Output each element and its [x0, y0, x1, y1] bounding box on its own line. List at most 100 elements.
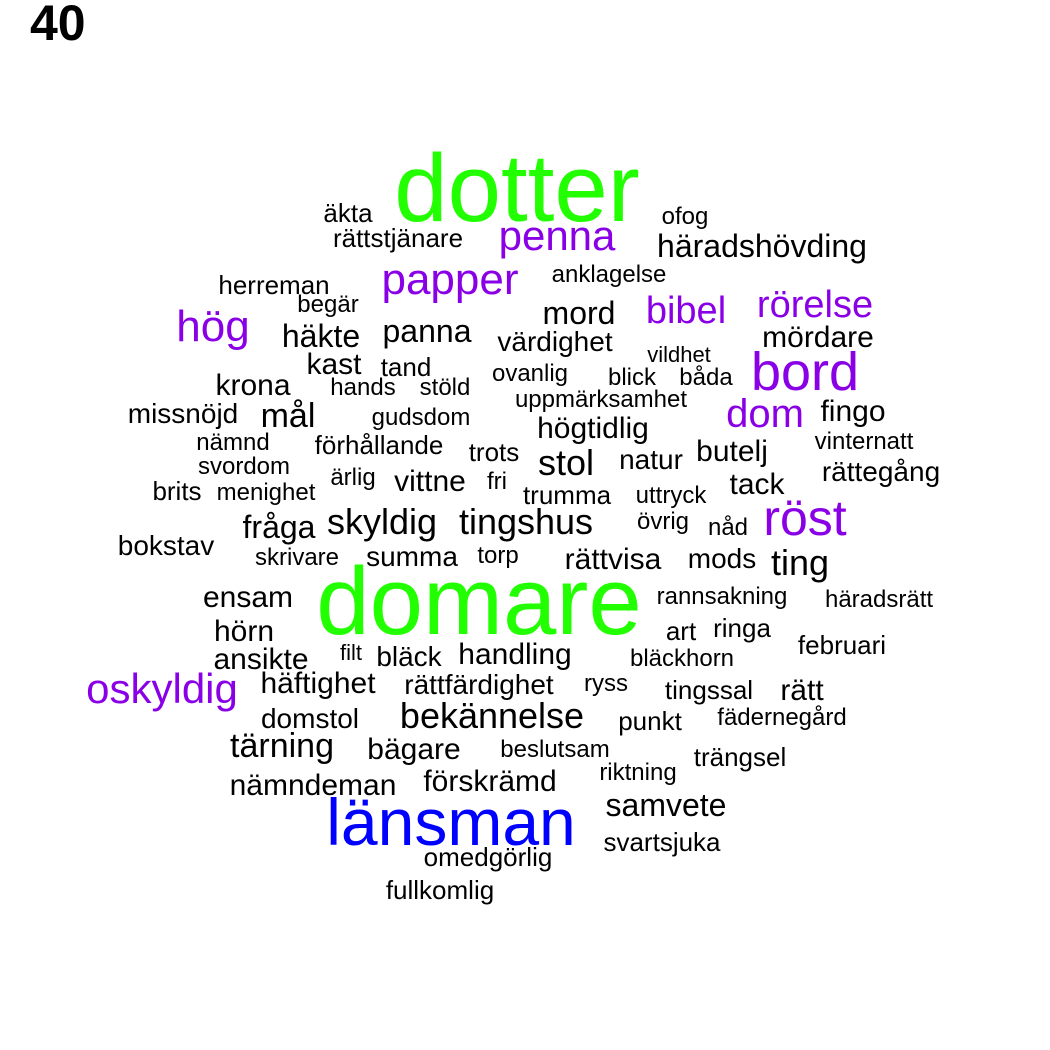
word-förskrämd: förskrämd — [423, 765, 557, 798]
word-mord: mord — [542, 295, 616, 331]
word-värdighet: värdighet — [497, 326, 613, 357]
word-bokstav: bokstav — [117, 530, 215, 561]
word-hög: hög — [176, 302, 250, 351]
word-uttryck: uttryck — [635, 482, 707, 509]
word-nämndeman: nämndeman — [229, 769, 397, 802]
word-mördare: mördare — [762, 321, 874, 354]
word-bekännelse: bekännelse — [399, 695, 585, 736]
word-gudsdom: gudsdom — [371, 404, 471, 431]
word-tingshus: tingshus — [458, 501, 594, 542]
word-missnöjd: missnöjd — [127, 398, 239, 429]
word-torp: torp — [477, 542, 519, 569]
word-fri: fri — [487, 468, 507, 495]
word-ansikte: ansikte — [213, 643, 309, 676]
word-penna: penna — [498, 212, 616, 259]
word-ärlig: ärlig — [330, 464, 376, 491]
word-blick: blick — [607, 364, 657, 391]
word-ensam: ensam — [202, 581, 294, 614]
word-hörn: hörn — [213, 615, 275, 648]
word-riktning: riktning — [599, 759, 677, 786]
word-panna: panna — [382, 313, 472, 349]
word-anklagelse: anklagelse — [551, 261, 667, 288]
word-tack: tack — [729, 468, 785, 501]
word-fullkomlig: fullkomlig — [385, 875, 495, 905]
word-ofog: ofog — [661, 203, 709, 230]
word-rättvisa: rättvisa — [564, 543, 662, 576]
word-bläck: bläck — [376, 641, 442, 672]
word-rättfärdighet: rättfärdighet — [404, 669, 554, 700]
word-tärning: tärning — [230, 727, 334, 765]
word-papper: papper — [381, 255, 519, 304]
word-häkte: häkte — [281, 318, 361, 354]
word-högtidlig: högtidlig — [537, 412, 649, 445]
word-domstol: domstol — [260, 703, 360, 734]
word-svartsjuka: svartsjuka — [603, 827, 721, 857]
word-rörelse: rörelse — [756, 284, 874, 326]
word-vildhet: vildhet — [647, 342, 711, 367]
word-uppmärksamhet: uppmärksamhet — [514, 386, 688, 413]
word-menighet: menighet — [216, 479, 316, 506]
word-domare: domare — [316, 548, 642, 655]
word-röst: röst — [763, 490, 847, 546]
word-samvete: samvete — [605, 787, 727, 823]
word-rättegång: rättegång — [821, 456, 941, 487]
word-rannsakning: rannsakning — [656, 583, 788, 610]
word-begär: begär — [297, 291, 359, 318]
word-dom: dom — [726, 392, 804, 436]
word-trots: trots — [468, 437, 520, 467]
word-summa: summa — [366, 541, 458, 572]
word-rättstjänare: rättstjänare — [332, 223, 464, 253]
word-tand: tand — [380, 352, 432, 382]
word-krona: krona — [215, 369, 291, 402]
word-bläckhorn: bläckhorn — [629, 645, 735, 672]
word-art: art — [665, 616, 697, 646]
word-natur: natur — [619, 444, 683, 475]
word-äkta: äkta — [323, 198, 373, 228]
word-februari: februari — [797, 630, 887, 660]
word-vittne: vittne — [394, 465, 466, 498]
word-häftighet: häftighet — [260, 667, 376, 700]
word-tingssal: tingssal — [664, 675, 754, 705]
word-skrivare: skrivare — [254, 544, 340, 571]
word-mods: mods — [687, 543, 757, 574]
word-oskyldig: oskyldig — [86, 665, 238, 712]
word-fädernegård: fädernegård — [717, 704, 847, 731]
word-handling: handling — [458, 638, 572, 671]
word-häradshövding: häradshövding — [657, 228, 867, 264]
word-omedgörlig: omedgörlig — [423, 842, 553, 872]
word-fingo: fingo — [820, 395, 886, 428]
word-bord: bord — [750, 342, 860, 402]
word-övrig: övrig — [636, 508, 690, 535]
word-hands: hands — [330, 374, 396, 401]
word-länsman: länsman — [326, 785, 576, 859]
word-båda: båda — [679, 364, 733, 391]
word-förhållande: förhållande — [314, 430, 444, 460]
word-svordom: svordom — [197, 453, 291, 480]
word-ryss: ryss — [584, 670, 628, 697]
word-stol: stol — [537, 442, 595, 483]
word-nåd: nåd — [707, 514, 749, 541]
word-dotter: dotter — [394, 135, 640, 242]
word-ovanlig: ovanlig — [491, 360, 569, 387]
word-mål: mål — [260, 397, 316, 435]
word-ting: ting — [770, 542, 830, 583]
word-rätt: rätt — [780, 674, 824, 707]
word-trängsel: trängsel — [693, 742, 787, 772]
word-filt: filt — [340, 640, 362, 665]
word-brits: brits — [152, 476, 202, 506]
page-title: 40 — [30, 0, 86, 51]
word-butelj: butelj — [696, 435, 768, 468]
word-bägare: bägare — [367, 733, 461, 766]
word-punkt: punkt — [618, 706, 682, 736]
word-kast: kast — [306, 348, 362, 381]
word-bibel: bibel — [645, 290, 727, 332]
word-ringa: ringa — [713, 613, 771, 643]
word-beslutsam: beslutsam — [500, 736, 610, 763]
word-trumma: trumma — [522, 480, 612, 510]
word-herreman: herreman — [218, 270, 330, 300]
word-vinternatt: vinternatt — [814, 428, 914, 455]
word-häradsrätt: häradsrätt — [824, 586, 934, 613]
word-nämnd: nämnd — [196, 429, 270, 456]
word-fråga: fråga — [242, 509, 316, 545]
